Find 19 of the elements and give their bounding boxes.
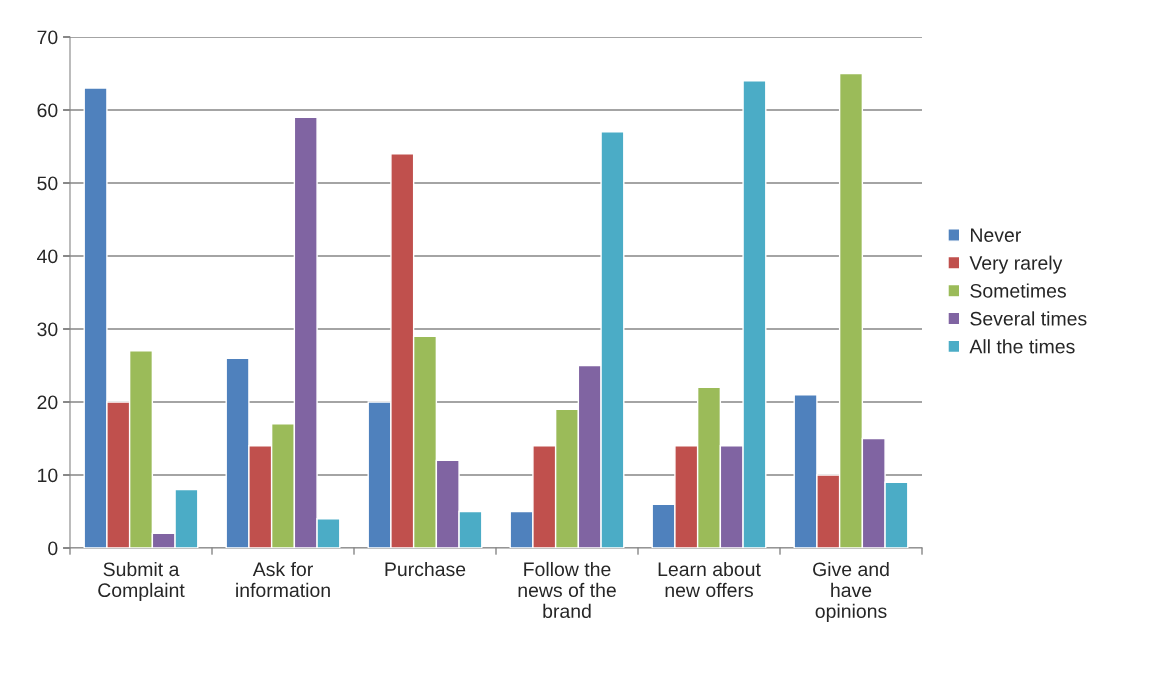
legend-label: Sometimes	[970, 283, 1066, 298]
y-tick-label: 60	[37, 103, 58, 118]
x-tick-label: Submit a Complaint	[98, 561, 185, 601]
y-tick-label: 10	[38, 468, 58, 483]
x-tick-label: Purchase	[385, 561, 466, 577]
legend-label: Very rarely	[969, 255, 1063, 274]
x-tick-label: Give and have opinions	[813, 561, 889, 622]
y-tick-label: 70	[37, 30, 58, 45]
x-tick-label: Ask for information	[236, 561, 330, 598]
y-tick-label: 30	[37, 322, 58, 337]
legend-label: Never	[971, 228, 1021, 243]
y-tick-label: 20	[37, 395, 58, 410]
y-tick-label: 40	[37, 249, 58, 264]
y-tick-label: 0	[48, 541, 58, 556]
x-tick-label: Learn about new offers	[658, 561, 761, 598]
y-tick-label: 50	[37, 176, 58, 191]
legend-label: All the times	[969, 339, 1075, 354]
x-tick-label: Follow the news of the brand	[518, 561, 616, 619]
legend-label: Several times	[970, 311, 1087, 326]
